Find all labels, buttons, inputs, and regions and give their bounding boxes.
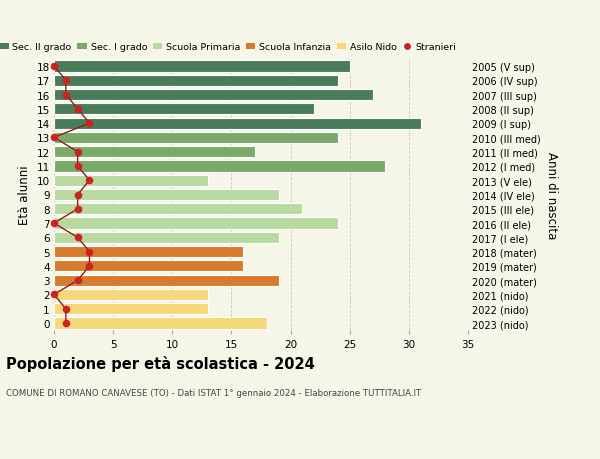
- Point: [73, 234, 82, 241]
- Bar: [54, 232, 279, 243]
- Point: [85, 177, 94, 185]
- Bar: [54, 261, 243, 272]
- Bar: [54, 303, 208, 315]
- Bar: [54, 133, 338, 144]
- Point: [85, 120, 94, 128]
- Bar: [54, 147, 255, 158]
- Point: [61, 319, 71, 327]
- Bar: [54, 90, 373, 101]
- Bar: [54, 246, 243, 257]
- Text: Popolazione per età scolastica - 2024: Popolazione per età scolastica - 2024: [6, 356, 315, 372]
- Point: [73, 106, 82, 113]
- Y-axis label: Età alunni: Età alunni: [18, 165, 31, 225]
- Point: [49, 63, 59, 71]
- Point: [73, 206, 82, 213]
- Bar: [54, 218, 338, 229]
- Bar: [54, 118, 421, 129]
- Legend: Sec. II grado, Sec. I grado, Scuola Primaria, Scuola Infanzia, Asilo Nido, Stran: Sec. II grado, Sec. I grado, Scuola Prim…: [0, 43, 457, 52]
- Bar: [54, 204, 302, 215]
- Bar: [54, 175, 208, 186]
- Point: [73, 277, 82, 284]
- Point: [61, 92, 71, 99]
- Point: [73, 149, 82, 156]
- Y-axis label: Anni di nascita: Anni di nascita: [545, 151, 557, 239]
- Bar: [54, 75, 338, 87]
- Bar: [54, 190, 279, 201]
- Text: COMUNE DI ROMANO CANAVESE (TO) - Dati ISTAT 1° gennaio 2024 - Elaborazione TUTTI: COMUNE DI ROMANO CANAVESE (TO) - Dati IS…: [6, 388, 421, 397]
- Point: [49, 220, 59, 227]
- Point: [85, 263, 94, 270]
- Point: [73, 163, 82, 170]
- Bar: [54, 161, 385, 172]
- Point: [73, 191, 82, 199]
- Point: [61, 78, 71, 85]
- Point: [49, 291, 59, 298]
- Bar: [54, 61, 350, 73]
- Bar: [54, 104, 314, 115]
- Point: [49, 134, 59, 142]
- Bar: [54, 275, 279, 286]
- Bar: [54, 289, 208, 300]
- Bar: [54, 318, 267, 329]
- Point: [85, 248, 94, 256]
- Point: [61, 305, 71, 313]
